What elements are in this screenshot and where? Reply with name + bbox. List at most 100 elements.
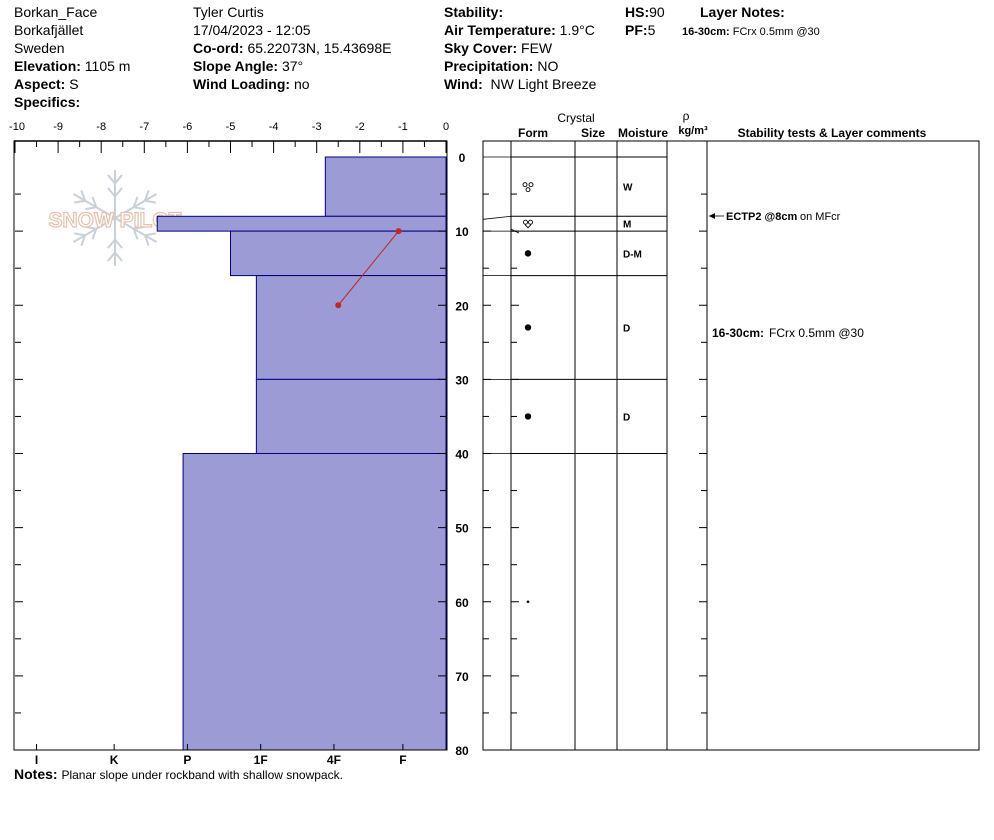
layer-comment: 16-30cm: FCrx 0.5mm @30 [712,326,864,340]
temperature-axis: -10 -9 -8 -7 -6 -5 -4 -3 -2 -1 0 [9,121,449,153]
pf-value: 5 [647,22,656,38]
coord-value: 65.22073N, 15.43698E [247,40,392,56]
pf-label: PF: [625,22,648,38]
melt-freeze-icon [523,219,528,225]
depth-tick-label: 70 [455,670,469,684]
snowflake-branch [132,228,139,240]
moisture-value: D-M [623,249,642,260]
temperature-tick-label: -7 [139,121,149,133]
slope-label: Slope Angle: [193,58,279,74]
snowflake-branch [107,238,116,249]
snowflake-icon [72,170,158,266]
region-name: Borkafjället [14,22,84,38]
layer-row-6 [526,600,530,604]
snowflake-arm [72,193,116,219]
stability-label: Stability: [444,4,504,20]
table-row-connector [482,215,512,220]
moisture-header: Moisture [618,126,668,140]
snowflake-branch [114,238,123,249]
snowflake-arm [114,193,158,219]
wind-value: NW Light Breeze [490,76,597,92]
rounded-grain-icon [524,250,532,257]
rounded-grain-icon [524,413,532,420]
snowflake-branch [91,196,98,208]
layer-row-2: M [523,219,631,231]
snowflake-branch [107,251,116,262]
snowflake-branch [85,206,97,211]
elevation-label: Elevation: [14,58,81,74]
depth-tick-label: 40 [455,448,469,462]
temperature-profile [335,228,402,309]
rounded-grain-icon [524,324,532,331]
snowflake-branch [107,187,116,198]
depth-tick-label: 60 [455,596,469,610]
precip-field: Precipitation: NO [444,58,558,75]
density-header: kg/m³ [678,125,708,137]
temperature-tick-label: -3 [312,121,322,133]
hardness-layer-5 [255,378,447,454]
hardness-layer-2 [156,215,447,232]
notes-field: Notes: Planar slope under rockband with … [14,766,343,784]
layer-row-3: D-M [524,249,642,260]
pf-field: PF:5 [625,22,655,39]
snowflake-branch [91,228,98,240]
size-header: Size [581,126,605,140]
notes-text: Planar slope under rockband with shallow… [61,768,343,782]
temperature-tick-label: -6 [183,121,193,133]
melt-cluster-icon [522,182,528,188]
snowflake-branch [114,174,123,185]
layer-table-ticks [483,193,707,714]
layer-comment-depth: 16-30cm: [712,326,764,340]
snowflake-arm [72,217,116,243]
small-grain-icon [526,600,530,604]
arrow-left-icon [709,213,715,219]
moisture-value: D [623,412,630,423]
air-temp-label: Air Temperature: [444,22,556,38]
aspect-label: Aspect: [14,76,66,92]
form-header: Form [518,126,548,140]
slope-value: 37° [281,58,304,74]
coord-field: Co-ord: 65.22073N, 15.43698E [193,40,391,57]
location-name: Borkan_Face [14,4,98,20]
temperature-tick-label: -2 [355,121,365,133]
rho-header: ρ [683,109,690,123]
layer-table-rows: W M D-M D D [482,156,667,604]
stability-test-comment: on MFcr [800,211,841,223]
layer-row-1: W [522,182,633,194]
layer-note-header-text: FCrx 0.5mm @30 [732,26,820,38]
temperature-tick-label: -5 [226,121,236,133]
sky-cover-label: Sky Cover: [444,40,518,56]
wind-loading-label: Wind Loading: [193,76,291,92]
layer-note-header: 16-30cm: FCrx 0.5mm @30 [682,24,820,41]
snowflake-branch [80,190,87,202]
stability-test-label: ECTP2 @8cm [726,211,797,223]
wind-label: Wind: [444,76,483,92]
temperature-tick-label: -4 [269,121,279,133]
snowflake-branch [114,187,123,198]
depth-tick-label: 20 [455,299,469,313]
hardness-tick-label: P [183,753,191,767]
layer-note-header-depth: 16-30cm: [682,26,730,38]
melt-cluster-icon [525,187,531,193]
precip-value: NO [537,58,559,74]
layer-comment-text: FCrx 0.5mm @30 [769,326,864,340]
coord-label: Co-ord: [193,40,244,56]
moisture-value: W [623,183,633,194]
comments-header: Stability tests & Layer comments [738,126,927,140]
layer-row-5: D [524,412,630,423]
temperature-tick-label: -8 [96,121,106,133]
observation-datetime: 17/04/2023 - 12:05 [193,22,311,38]
layer-notes-label: Layer Notes: [700,4,785,20]
temperature-tick-label: -10 [9,121,25,133]
depth-tick-label: 0 [459,151,466,165]
country-name: Sweden [14,40,65,56]
crystal-header: Crystal [557,111,594,125]
sky-cover-value: FEW [521,40,553,56]
layer-table-frame [482,140,980,751]
snowflake-branch [144,199,156,204]
depth-tick-label: 10 [455,225,469,239]
snowflake-branch [107,174,116,185]
snowflake-branch [133,206,145,211]
temperature-point [395,228,402,235]
snowflake-branch [132,196,139,208]
